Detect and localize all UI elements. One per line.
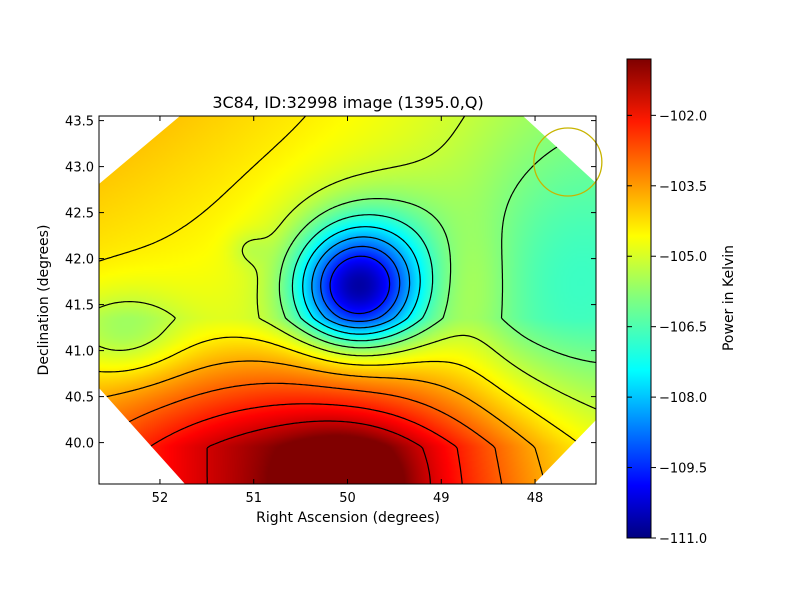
- y-tick-label: 43.5: [65, 115, 94, 130]
- y-axis-label: Declination (degrees): [36, 225, 52, 376]
- y-tick-label: 41.5: [65, 299, 94, 314]
- colorbar-tick-label: −111.0: [659, 532, 707, 547]
- x-tick-label: 48: [527, 491, 544, 506]
- chart-title: 3C84, ID:32998 image (1395.0,Q): [212, 93, 483, 112]
- x-tick-label: 49: [433, 491, 450, 506]
- colorbar-tick-label: −106.5: [659, 321, 707, 336]
- colorbar: −102.0 −103.5 −105.0 −106.5 −108.0 −109.5 −111…: [626, 58, 737, 547]
- colorbar-tick-label: −103.5: [659, 180, 707, 195]
- contour-line: [320, 245, 401, 322]
- x-tick-label: 52: [152, 491, 169, 506]
- y-tick-label: 42.0: [65, 253, 94, 268]
- contour-line: [311, 236, 411, 329]
- heatmap-image: [99, 116, 596, 484]
- x-axis-ticks: 52 51 50 49 48: [152, 116, 544, 506]
- y-tick-label: 41.0: [65, 345, 94, 360]
- colorbar-ticks: −102.0 −103.5 −105.0 −106.5 −108.0 −109.5 −111…: [627, 109, 707, 547]
- contour-line: [99, 116, 596, 410]
- x-tick-label: 51: [245, 491, 262, 506]
- contour-line: [206, 420, 431, 484]
- heatmap-area: [98, 115, 603, 485]
- contour-line: [99, 360, 546, 484]
- contour-line: [99, 382, 503, 484]
- contour-line: [329, 255, 391, 315]
- colorbar-gradient: [626, 58, 652, 539]
- colorbar-tick-label: −105.0: [659, 250, 707, 265]
- contour-line: [302, 226, 421, 335]
- y-axis-ticks: 40.0 40.5 41.0 41.5 42.0 42.5 43.0 43.5: [65, 115, 596, 452]
- colorbar-tick-label: −109.5: [659, 462, 707, 477]
- y-tick-label: 42.5: [65, 207, 94, 222]
- beam-circle: [533, 127, 603, 197]
- colorbar-label: Power in Kelvin: [721, 245, 737, 351]
- colorbar-tick-label: −102.0: [659, 109, 707, 124]
- x-tick-label: 50: [339, 491, 356, 506]
- colorbar-tick-label: −108.0: [659, 391, 707, 406]
- y-tick-label: 40.5: [65, 391, 94, 406]
- y-tick-label: 43.0: [65, 161, 94, 176]
- contour-lines: [99, 116, 596, 484]
- contour-line: [99, 116, 596, 476]
- x-axis-label: Right Ascension (degrees): [256, 510, 440, 526]
- contour-line: [291, 214, 434, 342]
- y-tick-label: 40.0: [65, 437, 94, 452]
